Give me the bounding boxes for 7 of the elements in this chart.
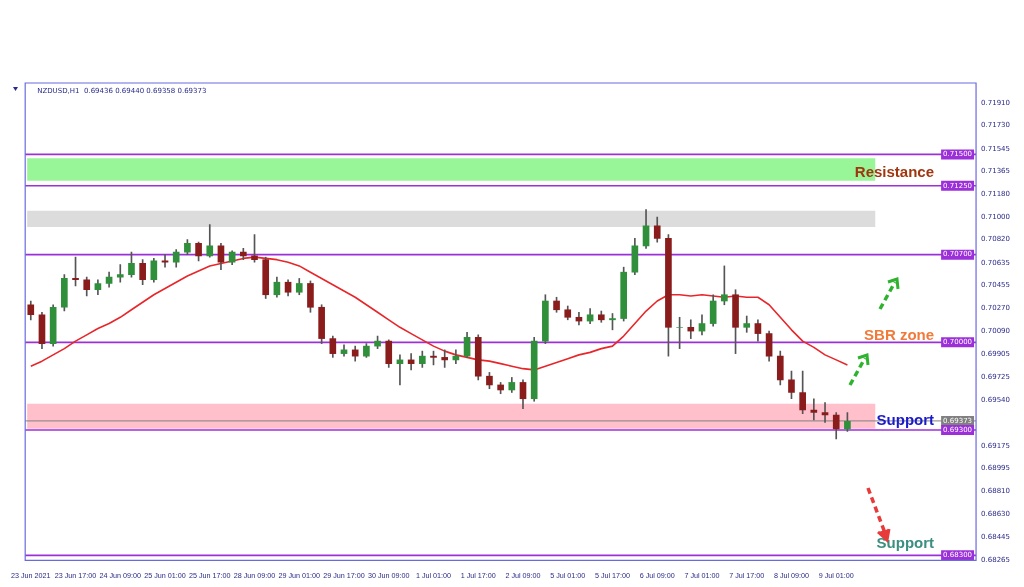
annotation: Resistance bbox=[854, 162, 935, 180]
annotation: Support bbox=[876, 411, 935, 429]
candlestick bbox=[687, 319, 695, 339]
annotation: SBR zone bbox=[864, 326, 935, 344]
candlestick bbox=[441, 349, 449, 368]
candlestick bbox=[116, 264, 124, 283]
annotation: Support bbox=[876, 533, 935, 551]
